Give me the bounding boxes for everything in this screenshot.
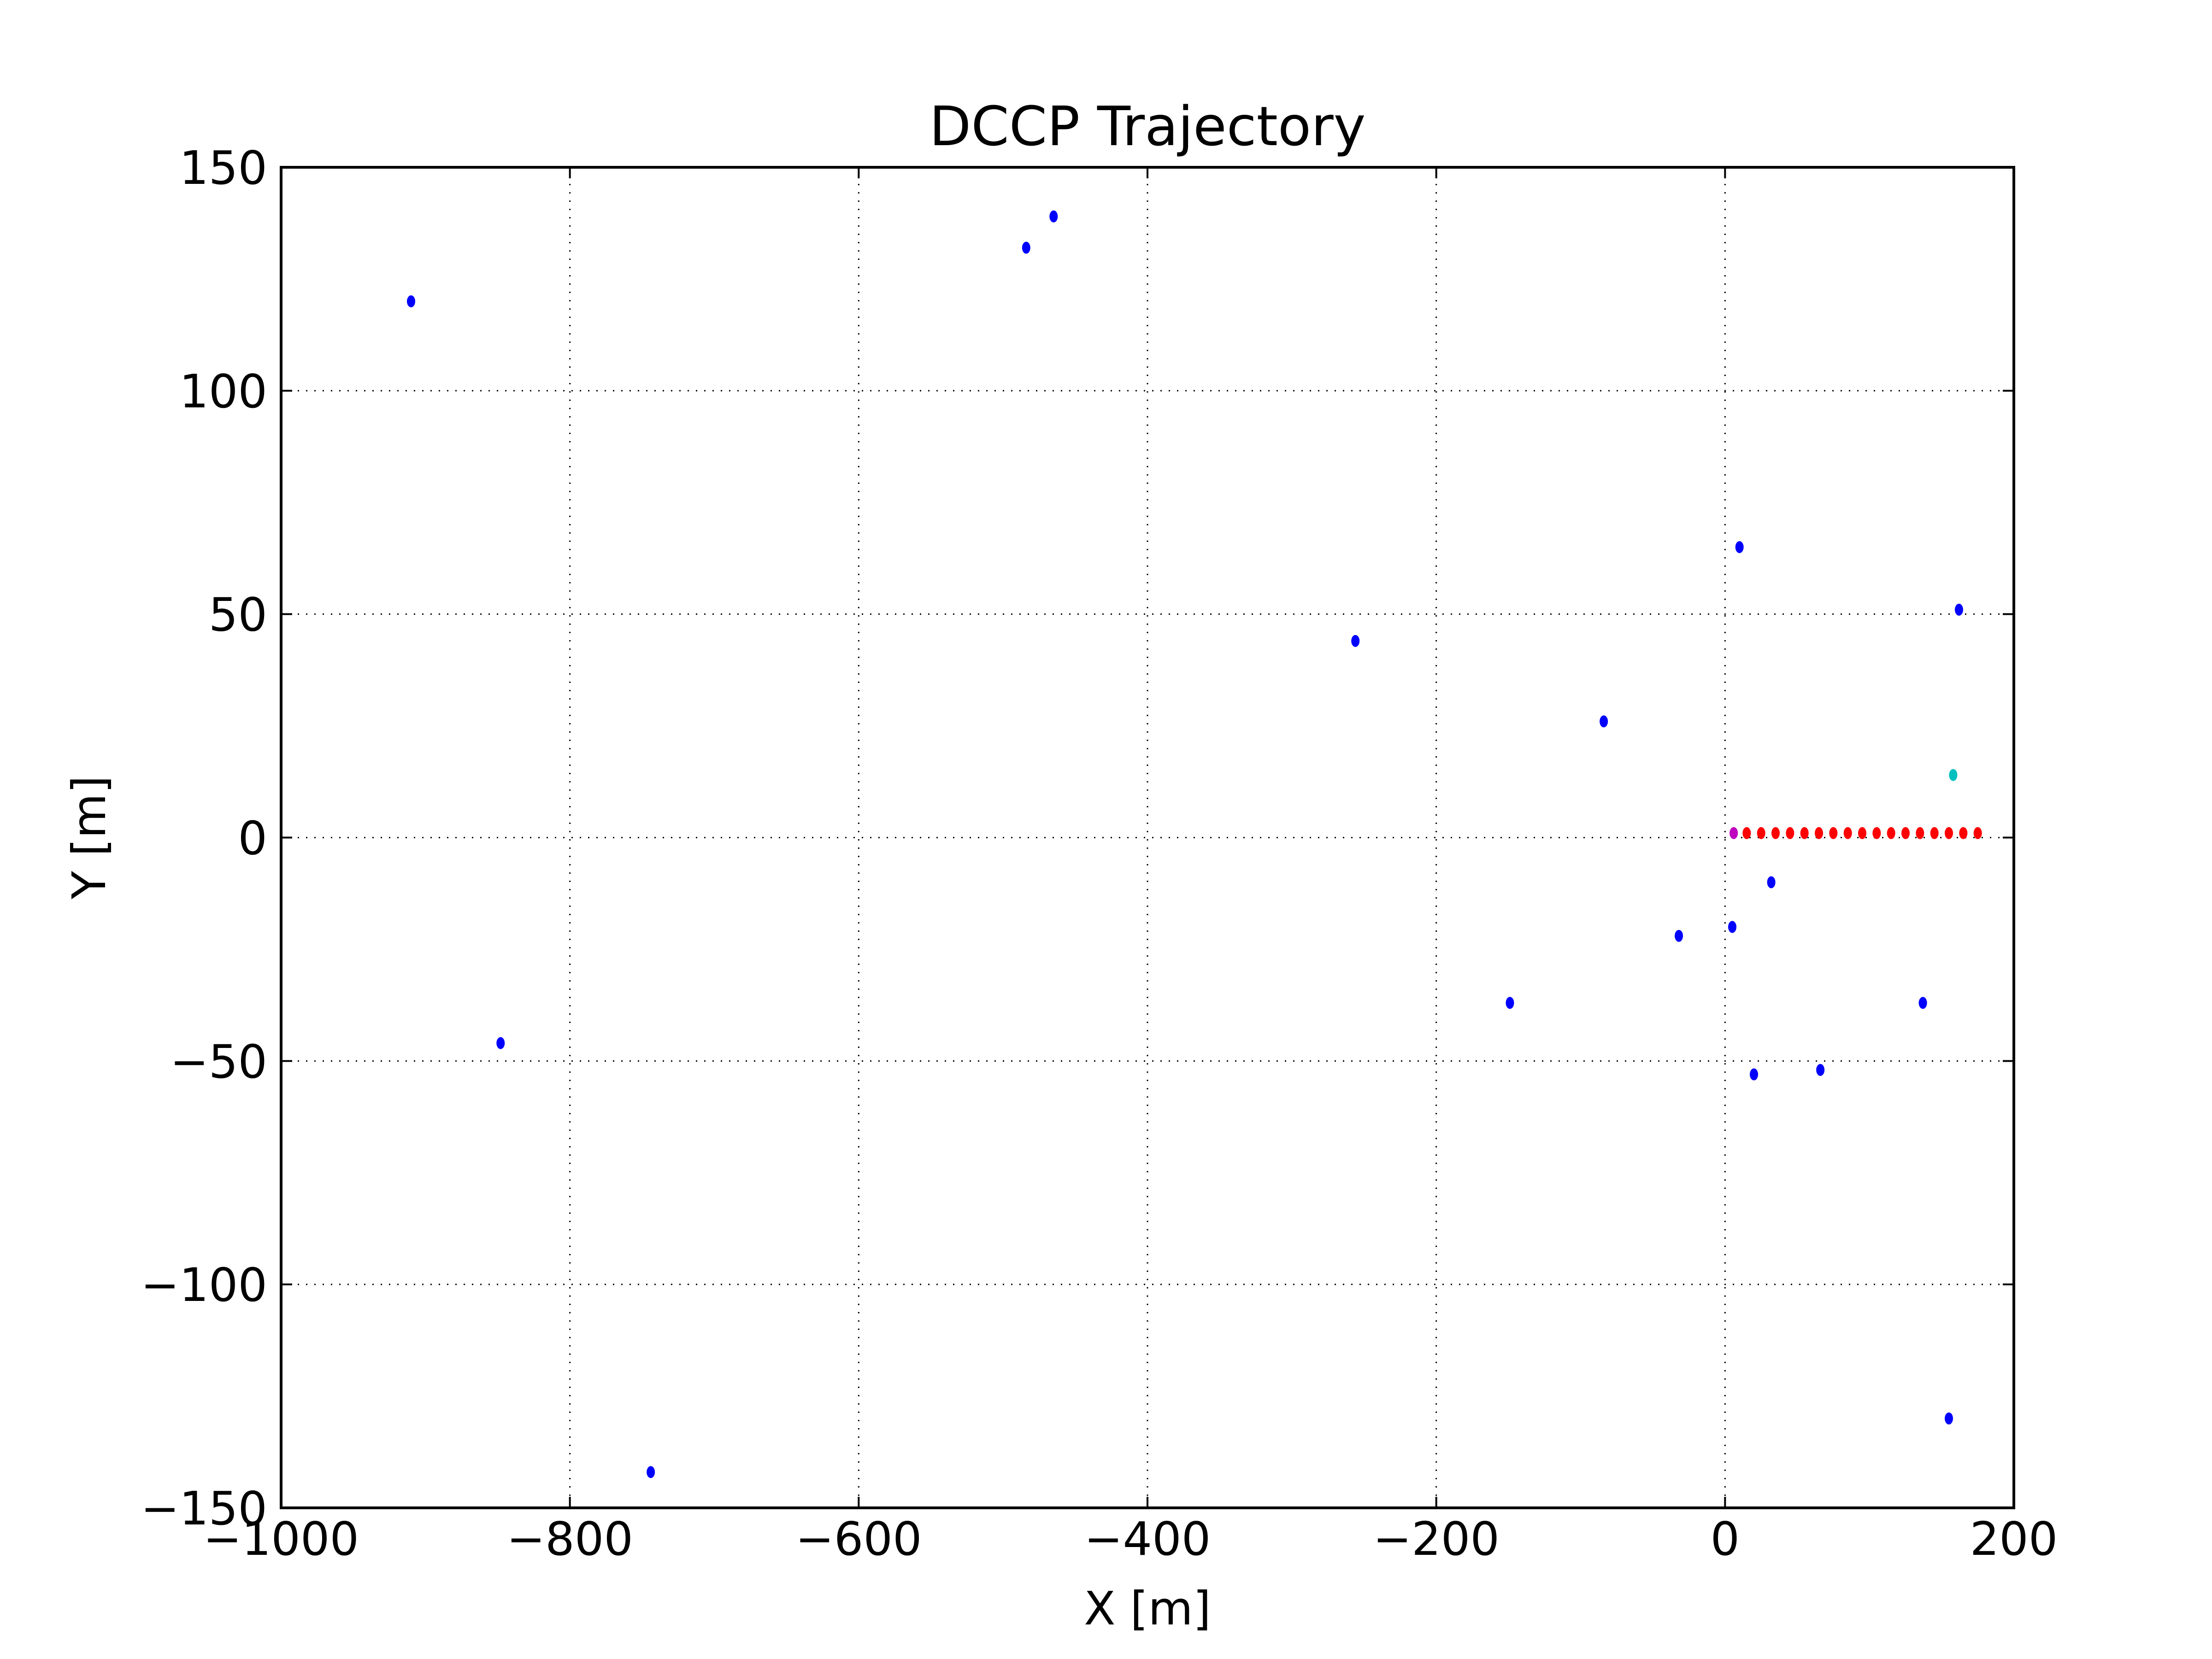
y-tick-label: 100 xyxy=(179,365,267,418)
data-point xyxy=(1675,930,1683,942)
data-point xyxy=(1600,715,1608,728)
y-axis-label: Y [m] xyxy=(62,776,116,900)
data-point xyxy=(1918,997,1927,1009)
y-tick-label: −150 xyxy=(141,1482,267,1535)
data-point xyxy=(1872,827,1881,839)
data-point xyxy=(1901,827,1910,839)
data-point xyxy=(1959,827,1968,839)
y-tick-label: 0 xyxy=(238,812,267,865)
data-point xyxy=(1750,1068,1758,1081)
y-tick-label: 150 xyxy=(179,141,267,195)
x-tick-label: −800 xyxy=(506,1512,633,1566)
data-point xyxy=(496,1037,505,1049)
data-points xyxy=(407,210,1982,1478)
data-point xyxy=(1351,635,1360,647)
data-point xyxy=(1945,827,1953,839)
x-tick-label: 200 xyxy=(1970,1512,2058,1566)
data-point xyxy=(1800,827,1809,839)
x-tick-label: −600 xyxy=(795,1512,922,1566)
data-point xyxy=(1945,1412,1953,1425)
data-point xyxy=(1815,827,1823,839)
data-point xyxy=(1786,827,1794,839)
x-tick-label: −400 xyxy=(1084,1512,1211,1566)
data-point xyxy=(1771,827,1780,839)
data-point xyxy=(1829,827,1838,839)
data-point xyxy=(1954,603,1963,616)
data-point xyxy=(1858,827,1866,839)
data-point xyxy=(407,295,415,307)
chart-title: DCCP Trajectory xyxy=(930,94,1366,158)
data-point xyxy=(1506,997,1514,1009)
data-point xyxy=(1735,541,1744,553)
x-tick-label: 0 xyxy=(1711,1512,1740,1566)
data-point xyxy=(647,1466,655,1478)
data-point xyxy=(1887,827,1895,839)
data-point xyxy=(1730,827,1738,839)
data-point xyxy=(1022,241,1030,254)
axis-ticks: −1000 −800 −600 −400 −200 0 200 −150 −100 −50 0 50 1… xyxy=(141,141,2058,1566)
data-point xyxy=(1973,827,1982,839)
data-point xyxy=(1843,827,1852,839)
x-tick-label: −200 xyxy=(1373,1512,1500,1566)
data-point xyxy=(1916,827,1924,839)
y-tick-label: 50 xyxy=(209,588,267,642)
y-tick-label: −100 xyxy=(141,1258,267,1312)
data-point xyxy=(1930,827,1939,839)
data-point xyxy=(1742,827,1751,839)
data-point xyxy=(1767,876,1776,888)
data-point xyxy=(1949,769,1958,781)
x-tick-label: −1000 xyxy=(203,1512,359,1566)
data-point xyxy=(1728,921,1736,933)
y-tick-label: −50 xyxy=(170,1035,267,1088)
data-point xyxy=(1757,827,1765,839)
x-axis-label: X [m] xyxy=(1084,1582,1211,1635)
data-point xyxy=(1816,1064,1825,1076)
data-point xyxy=(1049,210,1058,223)
